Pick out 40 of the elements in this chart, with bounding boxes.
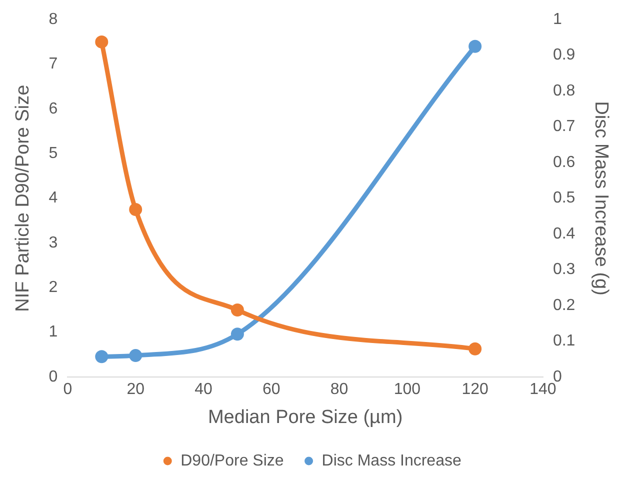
x-tick-label: 140 [530, 381, 556, 398]
y2-tick-label: 0.9 [552, 46, 576, 64]
point [129, 349, 142, 362]
x-tick-label: 0 [63, 381, 72, 398]
y-tick-label: 1 [48, 324, 58, 341]
y-tick-label: 8 [48, 11, 58, 28]
y-tick-label: 5 [48, 145, 58, 162]
x-tick-label: 80 [330, 381, 348, 398]
y2-axis-title: Disc Mass Increase (g) [590, 101, 612, 296]
point [95, 350, 108, 364]
x-tick-label: 100 [394, 381, 421, 398]
point [468, 40, 482, 53]
y2-tick-label: 0.8 [552, 82, 576, 100]
y2-tick-label: 0.7 [552, 118, 576, 136]
y2-tick-label: 0.6 [552, 154, 576, 171]
point [230, 303, 244, 316]
x-tick-label: 40 [194, 381, 212, 398]
y-tick-label: 2 [48, 279, 58, 296]
point [230, 328, 244, 341]
y-tick-label: 6 [48, 100, 58, 118]
y2-tick-label: 0.3 [552, 261, 576, 278]
x-tick-label: 20 [126, 381, 145, 398]
y2-tick-label: 0.4 [552, 225, 576, 242]
legend-label: D90/Pore Size [180, 452, 284, 470]
y2-tick-label: 0.5 [552, 190, 576, 207]
y-tick-label: 4 [48, 190, 58, 207]
y-axis-title: NIF Particle D90/Pore Size [12, 84, 34, 312]
legend-label: Disc Mass Increase [322, 452, 462, 470]
y2-tick-label: 0.2 [552, 296, 576, 314]
y-tick-label: 0 [48, 368, 58, 386]
x-axis-title: Median Pore Size (µm) [208, 406, 403, 428]
y-tick-label: 3 [48, 234, 58, 252]
y2-tick-label: 0.1 [552, 332, 576, 350]
point [468, 342, 482, 356]
y2-tick-label: 1 [552, 11, 562, 28]
y-tick-label: 7 [48, 56, 58, 73]
x-tick-label: 120 [462, 381, 489, 398]
x-tick-label: 60 [262, 381, 280, 398]
point [95, 35, 108, 48]
point [129, 202, 142, 216]
